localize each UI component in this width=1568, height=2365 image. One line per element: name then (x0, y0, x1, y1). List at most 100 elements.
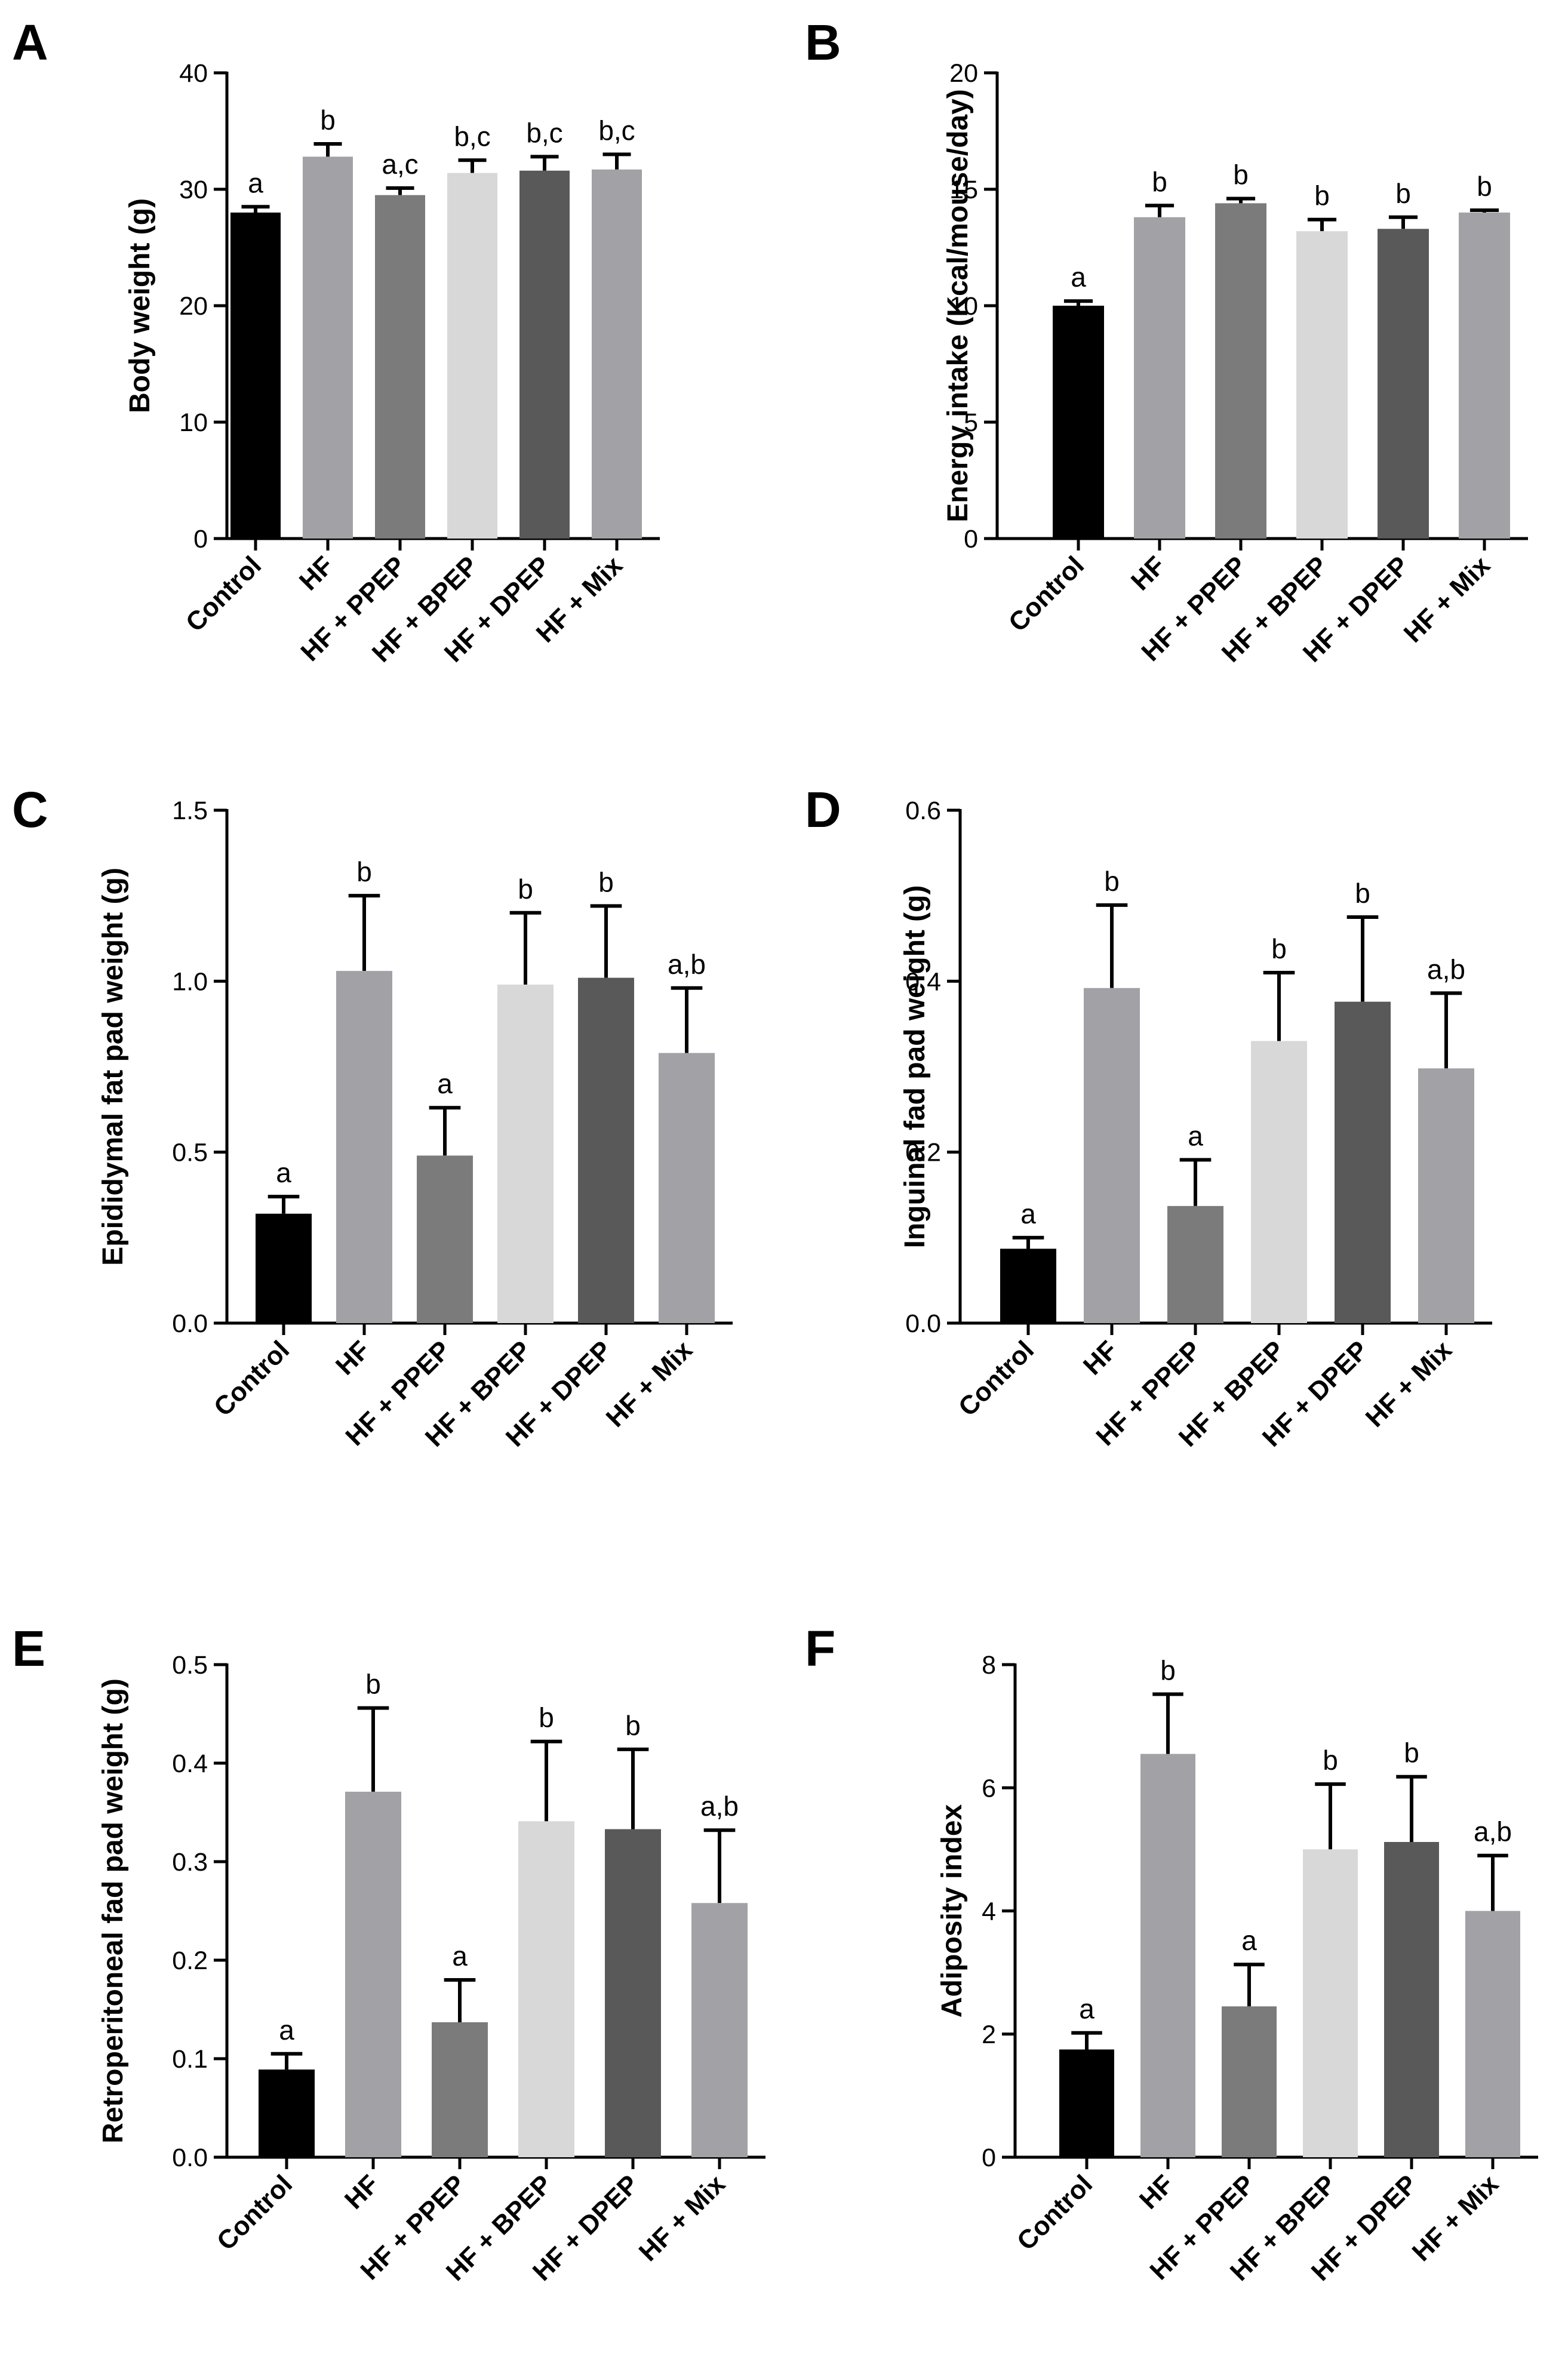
bar (375, 195, 425, 539)
y-tick-label: 1.5 (172, 796, 208, 825)
category-label: HF (1134, 2169, 1179, 2215)
bar (1059, 2049, 1114, 2157)
y-tick-label: 20 (949, 59, 978, 88)
y-tick-label: 0.4 (905, 967, 941, 996)
significance-label: a,c (382, 149, 418, 180)
significance-label: a (1020, 1198, 1036, 1229)
y-tick-label: 20 (179, 292, 208, 321)
significance-label: a (248, 167, 263, 198)
bar (578, 977, 634, 1323)
category-label: HF (1078, 1335, 1123, 1380)
panel-letter: B (805, 14, 841, 70)
y-tick-label: 0.0 (905, 1309, 941, 1338)
bar (1167, 1205, 1223, 1323)
bar (1222, 2006, 1277, 2157)
significance-label: a,b (1474, 1816, 1512, 1847)
significance-label: a,b (668, 949, 706, 980)
bar (336, 971, 392, 1323)
bar (1084, 988, 1140, 1323)
panel-c: C 0.0 0.5 1.0 1.5 Epididymal fat pad weight (… (12, 782, 733, 1453)
y-tick-label: 0.0 (172, 1309, 208, 1338)
significance-label: b,c (526, 117, 562, 148)
y-tick-label: 1.0 (172, 967, 208, 996)
y-tick-label: 30 (179, 176, 208, 204)
significance-label: a (452, 1940, 468, 1972)
y-tick-label: 0.0 (172, 2143, 208, 2172)
significance-label: a (1079, 1994, 1094, 2025)
y-tick-label: 0.2 (172, 1946, 208, 1975)
bar (1384, 1842, 1439, 2157)
y-axis-label: Body weight (g) (124, 198, 156, 413)
bar (1000, 1248, 1056, 1323)
significance-label: b (1323, 1745, 1338, 1776)
y-axis-label: Epididymal fat pad weight (g) (97, 868, 129, 1266)
bar (417, 1155, 473, 1323)
significance-label: a,b (1427, 954, 1465, 985)
category-label: Control (208, 1335, 295, 1422)
y-tick-label: 0.2 (905, 1139, 941, 1167)
category-label: Control (1003, 550, 1090, 637)
y-tick-label: 15 (949, 176, 978, 204)
y-tick-label: 2 (982, 2020, 996, 2049)
significance-label: a,b (700, 1791, 739, 1822)
bar (518, 1821, 574, 2157)
bar (230, 213, 281, 539)
panel-e: E 0.0 0.1 0.2 0.3 0.4 0.5 Retroperitoneal fad p… (12, 1620, 765, 2287)
y-axis-label: Inguinal fad pad weight (g) (899, 885, 931, 1248)
panel-letter: D (805, 782, 841, 838)
bar (1418, 1068, 1474, 1323)
category-label: HF (1126, 550, 1171, 596)
bar (592, 169, 642, 539)
significance-label: a (1241, 1925, 1257, 1956)
significance-label: b (356, 856, 372, 887)
significance-label: b (365, 1669, 381, 1700)
bar (1053, 306, 1104, 539)
y-tick-label: 0.3 (172, 1848, 208, 1877)
significance-label: a (279, 2015, 294, 2046)
y-tick-label: 0.4 (172, 1749, 208, 1778)
bar (345, 1791, 401, 2157)
bar (1134, 217, 1185, 539)
y-tick-label: 5 (964, 408, 978, 437)
y-tick-label: 10 (949, 292, 978, 321)
y-tick-label: 4 (982, 1897, 996, 1926)
significance-label: b (1477, 171, 1492, 202)
y-tick-label: 0 (193, 525, 208, 553)
y-axis-label: Energy intake (Kcal/mouse/day) (942, 89, 974, 522)
significance-label: b (1104, 866, 1120, 897)
y-tick-label: 0.6 (905, 796, 941, 825)
bar (691, 1903, 748, 2157)
panel-d: D 0.0 0.2 0.4 0.6 Inguinal fad pad weight (g)… (805, 782, 1492, 1453)
y-tick-label: 6 (982, 1774, 996, 1803)
significance-label: b (1355, 878, 1370, 909)
bar (605, 1829, 661, 2157)
category-label: HF (339, 2169, 385, 2215)
bar (1335, 1001, 1391, 1323)
bar (1378, 229, 1429, 539)
y-tick-label: 0.1 (172, 2045, 208, 2074)
category-label: HF (294, 550, 339, 596)
significance-label: a (276, 1157, 291, 1188)
category-label: Control (211, 2169, 298, 2256)
category-label: Control (1011, 2169, 1098, 2256)
panel-letter: F (805, 1620, 835, 1677)
significance-label: b (1152, 166, 1167, 197)
significance-label: b (1160, 1655, 1176, 1686)
y-tick-label: 8 (982, 1651, 996, 1680)
significance-label: b (1404, 1737, 1419, 1769)
significance-label: b (1271, 933, 1287, 964)
significance-label: b (518, 874, 533, 905)
y-tick-label: 0.5 (172, 1651, 208, 1680)
significance-label: b (1233, 159, 1249, 190)
significance-label: b (598, 866, 614, 897)
category-label: HF (330, 1335, 376, 1380)
significance-label: a (437, 1068, 453, 1099)
y-axis-label: Adiposity index (936, 1804, 968, 2018)
y-tick-label: 10 (179, 408, 208, 437)
bar (432, 2022, 488, 2157)
bar (519, 170, 570, 539)
category-label: HF + Mix (1360, 1335, 1458, 1433)
